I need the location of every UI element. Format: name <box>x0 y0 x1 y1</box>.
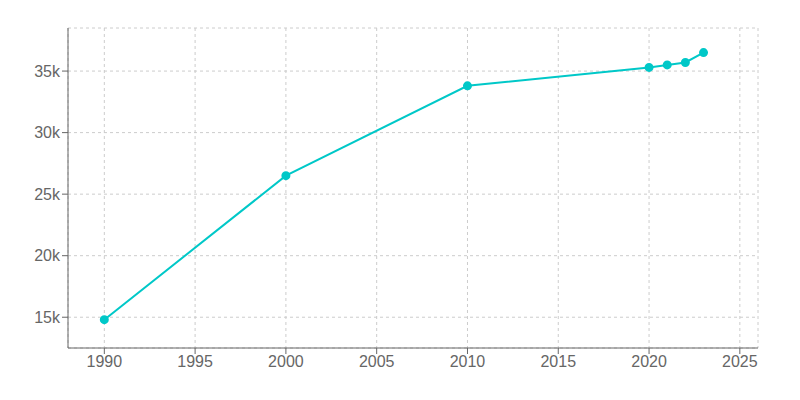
svg-text:25k: 25k <box>34 186 61 203</box>
svg-text:1990: 1990 <box>87 353 123 370</box>
svg-text:2000: 2000 <box>268 353 304 370</box>
svg-text:2005: 2005 <box>359 353 395 370</box>
svg-text:20k: 20k <box>34 247 61 264</box>
svg-text:1995: 1995 <box>177 353 213 370</box>
svg-text:30k: 30k <box>34 124 61 141</box>
svg-text:2010: 2010 <box>450 353 486 370</box>
svg-text:35k: 35k <box>34 63 61 80</box>
svg-text:2025: 2025 <box>722 353 758 370</box>
svg-text:2020: 2020 <box>631 353 667 370</box>
svg-text:2015: 2015 <box>540 353 576 370</box>
svg-text:15k: 15k <box>34 309 61 326</box>
